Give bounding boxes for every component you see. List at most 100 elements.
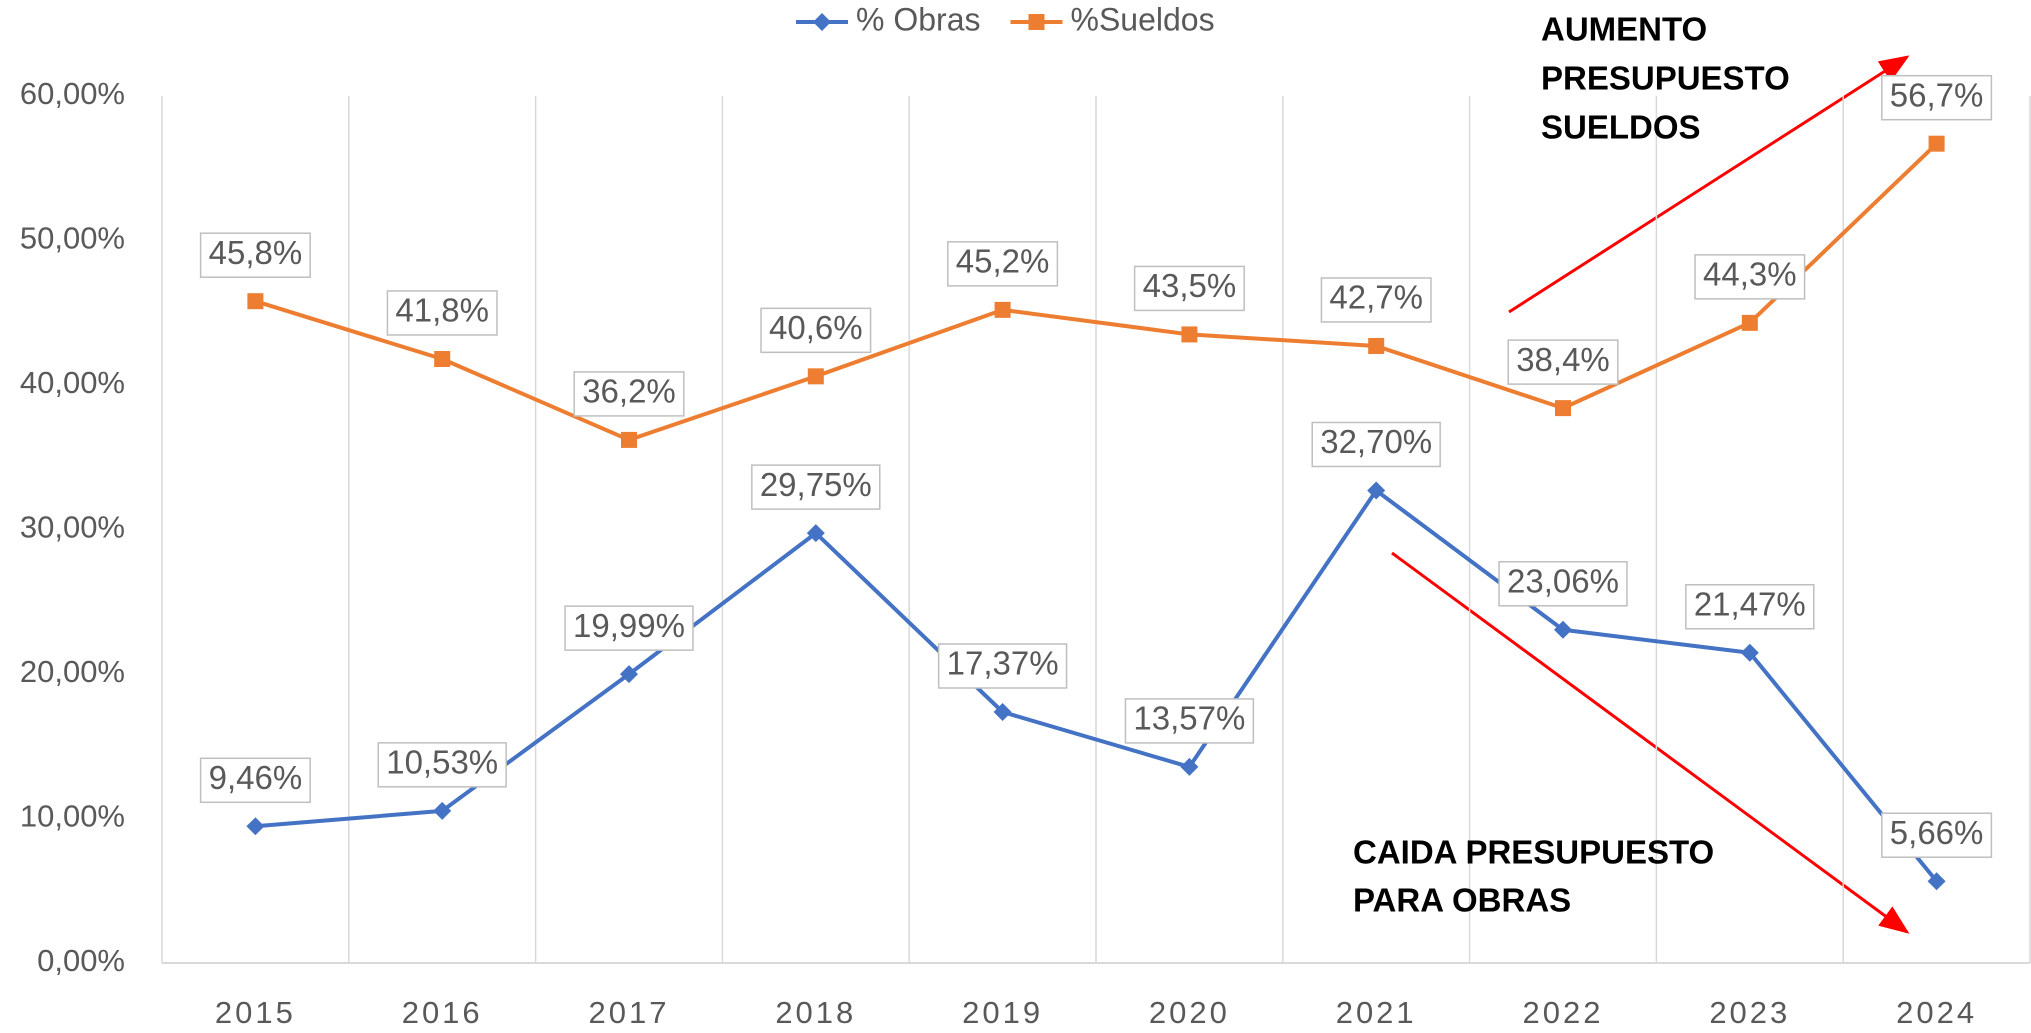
data-label-box [199, 757, 311, 804]
data-label-box [573, 371, 685, 417]
data-label-group: 43,5% [1133, 265, 1245, 312]
y-tick-label: 10,00% [20, 799, 125, 834]
x-tick-label: 2022 [1523, 995, 1604, 1030]
y-tick-label: 40,00% [20, 365, 125, 400]
data-label: 17,37% [947, 645, 1059, 682]
data-label-group: 23,06% [1498, 561, 1628, 607]
x-tick-label: 2015 [215, 995, 296, 1030]
data-label: 41,8% [395, 292, 489, 329]
x-tick-label: 2023 [1709, 995, 1790, 1030]
point [993, 703, 1012, 722]
legend-label: % Obras [856, 1, 980, 37]
data-label-box [1694, 254, 1806, 300]
point [620, 665, 638, 684]
point [1927, 872, 1946, 891]
legend-marker [813, 13, 831, 31]
data-label-group: 10,53% [377, 742, 507, 788]
data-label: 40,6% [769, 309, 863, 346]
annotation: PARA OBRAS [1353, 882, 1571, 919]
data-label-group: 44,3% [1694, 254, 1806, 300]
data-label-box [1881, 74, 1993, 121]
point [247, 293, 264, 310]
data-label-group: 32,70% [1311, 421, 1441, 468]
data-label-group: 56,7% [1881, 74, 1993, 121]
point [1180, 757, 1199, 776]
legend-marker [1028, 14, 1045, 30]
data-label-group: 13,57% [1124, 698, 1255, 744]
point [1367, 481, 1386, 500]
data-label: 5,66% [1890, 814, 1984, 851]
data-label: 10,53% [386, 744, 498, 781]
data-label: 56,7% [1890, 76, 1984, 113]
point [621, 431, 637, 448]
data-label-group: 36,2% [573, 371, 685, 417]
point [1740, 643, 1759, 662]
data-label-box [1320, 277, 1432, 323]
data-label-box [1498, 561, 1628, 607]
data-label-group: 19,99% [564, 605, 694, 651]
point [1928, 135, 1945, 152]
data-label-box [1507, 339, 1619, 385]
arrow-down [1391, 551, 1910, 934]
x-tick-label: 2024 [1896, 995, 1977, 1030]
series-line [255, 488, 1939, 883]
data-label: 43,5% [1143, 267, 1237, 304]
data-label-box [1124, 698, 1255, 744]
y-tick-label: 60,00% [20, 76, 125, 111]
data-label-box [1311, 421, 1441, 468]
data-label-box [1685, 584, 1815, 630]
data-label-group: 38,4% [1507, 339, 1619, 385]
data-label-box [751, 464, 881, 510]
data-label: 44,3% [1703, 256, 1797, 293]
annotation: CAIDA PRESUPUESTO [1353, 834, 1714, 871]
data-label: 21,47% [1694, 585, 1806, 622]
point [434, 350, 451, 367]
data-label: 29,75% [760, 466, 872, 503]
point [1555, 400, 1571, 417]
point [246, 817, 265, 836]
y-tick-label: 0,00% [37, 943, 125, 978]
data-label-group: 40,6% [760, 307, 872, 354]
legend-label: %Sueldos [1070, 1, 1214, 37]
data-label: 19,99% [573, 607, 685, 644]
series-line [254, 142, 1938, 442]
data-label: 13,57% [1133, 700, 1245, 737]
data-label-group: 9,46% [199, 757, 311, 804]
data-label-group: 42,7% [1320, 277, 1432, 323]
data-label-group: 29,75% [751, 464, 881, 510]
data-label: 38,4% [1516, 341, 1610, 378]
data-label-box [199, 232, 311, 278]
point [807, 368, 824, 385]
point [1368, 337, 1385, 354]
data-label: 42,7% [1329, 279, 1423, 316]
data-label: 23,06% [1507, 563, 1619, 600]
annotation: SUELDOS [1541, 109, 1701, 146]
x-tick-label: 2016 [402, 995, 483, 1030]
annotation: AUMENTO [1541, 11, 1707, 48]
point [433, 801, 452, 820]
y-tick-label: 50,00% [20, 221, 125, 256]
point [994, 301, 1011, 318]
data-label-box [386, 290, 498, 336]
data-label-box [1881, 812, 1993, 858]
data-label-box [1133, 265, 1245, 312]
data-label: 36,2% [582, 373, 676, 410]
annotation: PRESUPUESTO [1541, 60, 1790, 97]
x-tick-label: 2021 [1336, 995, 1417, 1030]
data-label-group: 45,8% [199, 232, 311, 278]
point [1554, 620, 1572, 639]
x-tick-label: 2020 [1149, 995, 1230, 1030]
x-tick-label: 2017 [589, 995, 670, 1030]
data-label: 45,2% [956, 243, 1050, 280]
x-tick-label: 2018 [775, 995, 856, 1030]
data-label-group: 17,37% [937, 643, 1068, 689]
data-label: 32,70% [1320, 423, 1432, 460]
y-tick-label: 20,00% [20, 654, 125, 689]
data-label-group: 45,2% [947, 241, 1059, 287]
y-tick-label: 30,00% [20, 510, 125, 545]
point [1741, 314, 1758, 331]
data-label-box [377, 742, 507, 788]
data-label-box [564, 605, 694, 651]
x-tick-label: 2019 [962, 995, 1043, 1030]
arrow-up [1508, 55, 1910, 314]
